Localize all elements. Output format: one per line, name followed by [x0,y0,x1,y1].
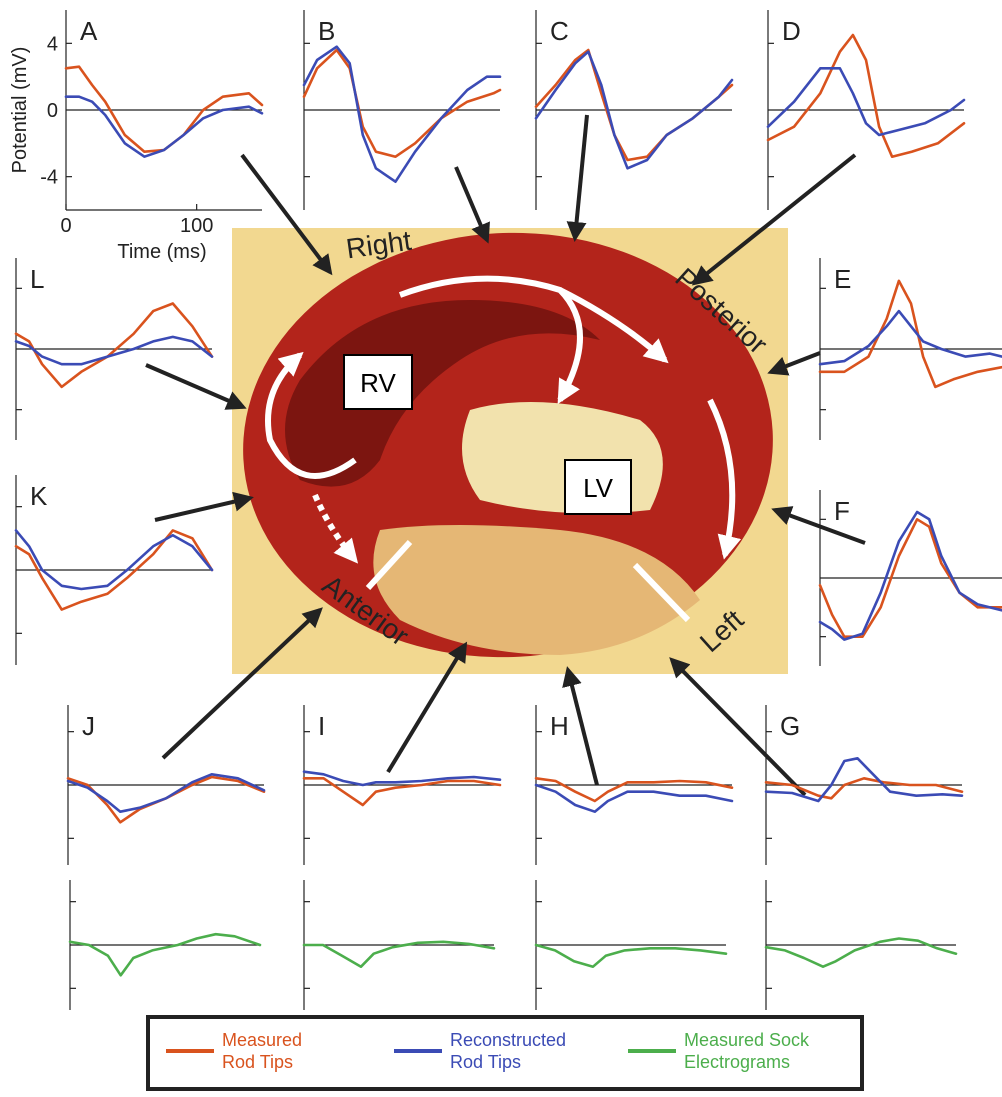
panel-i: I [302,705,502,865]
legend-item-measured: Measured Rod Tips [166,1029,302,1073]
panel-g-measured-rod-tips-line [764,777,964,800]
panel-a-measured-rod-tips-line [64,65,264,153]
panel-c-label: C [550,16,569,46]
panel-e: E [818,258,1002,440]
legend-label-sock: Measured Sock Electrograms [684,1030,810,1072]
panel-l-reconstructed-rod-tips-line [14,335,214,366]
pointer-arrow-i [386,641,468,774]
panel-k-measured-rod-tips-line [14,529,214,611]
panel-c: C [534,10,734,210]
x-tick-label-100: 100 [180,215,213,237]
panel-c-measured-rod-tips-line [534,48,734,162]
pointer-arrow-l [145,363,247,410]
panel-sock-14-measured-sock-electrograms-line [534,943,728,968]
panel-b-label: B [318,16,335,46]
y-tick-label-0: 0 [47,100,58,122]
panel-j-reconstructed-rod-tips-line [66,773,266,813]
activation-arrow-rv [265,351,357,479]
x-axis-title: Time (ms) [117,241,206,263]
panel-h: H [534,705,734,865]
activation-arrow-top [398,275,583,405]
panel-i-measured-rod-tips-line [302,777,502,807]
lv-label-box [564,459,632,515]
panel-b: B [302,10,502,210]
activation-arrow-posterior [558,287,669,364]
panel-sock-15 [764,880,958,1010]
panel-sock-14 [534,880,728,1010]
pointer-arrow-j [161,607,323,760]
activation-arrow-dashed [312,493,359,564]
lv-label: LV [583,473,614,503]
panel-k-label: K [30,481,48,511]
panel-b-measured-rod-tips-line [302,48,502,158]
legend-item-reconstructed: Reconstructed Rod Tips [394,1029,566,1073]
panel-g-reconstructed-rod-tips-line [764,757,964,803]
panel-j-label: J [82,711,95,741]
pointer-arrow-g [669,657,807,797]
panel-d: D [766,10,966,210]
pointer-arrow-k [154,491,254,522]
panel-sock-15-measured-sock-electrograms-line [764,937,958,968]
pointer-arrow-c [566,114,589,242]
panel-d-measured-rod-tips-line [766,33,966,158]
infarct-border-right [632,562,691,623]
legend-label-measured: Measured Rod Tips [222,1030,303,1072]
legend-item-sock: Measured Sock Electrograms [628,1029,809,1073]
legend-swatch-measured [166,1049,214,1053]
panel-d-reconstructed-rod-tips-line [766,67,966,137]
infarct-region [373,525,700,655]
panel-i-label: I [318,711,325,741]
legend-swatch-reconstructed [394,1049,442,1053]
y-axis-title: Potential (mV) [9,47,31,174]
rv-cavity [285,300,600,487]
panel-h-measured-rod-tips-line [534,777,734,803]
y-tick-label--4: -4 [40,167,58,189]
pointer-arrow-b [454,166,490,244]
pointer-arrows [145,114,866,797]
legend-label-reconstructed: Reconstructed Rod Tips [450,1030,567,1072]
panel-h-label: H [550,711,569,741]
panel-g-label: G [780,711,800,741]
y-tick-label-4: 4 [47,33,58,55]
panel-a-label: A [80,16,98,46]
panel-e-reconstructed-rod-tips-line [818,309,1002,366]
panel-f-label: F [834,496,850,526]
panel-a: 0 100 4 0 -4 A [40,10,264,237]
x-tick-label-0: 0 [60,215,71,237]
panel-e-measured-rod-tips-line [818,279,1002,389]
pointer-arrow-a [240,153,333,276]
panel-e-label: E [834,264,851,294]
panel-sock-13-measured-sock-electrograms-line [302,940,496,968]
panel-j: J [66,705,266,865]
panel-l: L [14,258,214,440]
panel-sock-13 [302,880,496,1010]
rv-label: RV [360,368,396,398]
pointer-arrow-h [562,666,599,786]
pointer-arrow-d [691,153,857,286]
legend-swatch-sock [628,1049,676,1053]
electrogram-panels: 0 100 4 0 -4 A B C D E F G H I J K L [14,10,1002,1010]
panel-k: K [14,475,214,665]
panel-a-reconstructed-rod-tips-line [64,95,264,158]
panel-f: F [818,490,1002,666]
panel-k-reconstructed-rod-tips-line [14,529,214,591]
panel-l-measured-rod-tips-line [14,302,214,389]
panel-i-reconstructed-rod-tips-line [302,770,502,787]
panel-b-reconstructed-rod-tips-line [302,45,502,183]
legend: Measured Rod Tips Reconstructed Rod Tips… [146,1015,864,1091]
rv-label-box [343,354,413,410]
panel-g: G [764,705,964,865]
panel-d-label: D [782,16,801,46]
panel-sock-12-measured-sock-electrograms-line [68,932,262,977]
panel-h-reconstructed-rod-tips-line [534,783,734,813]
pointer-arrow-e [767,351,821,376]
panel-sock-12 [68,880,262,1010]
activation-arrow-left [707,398,742,560]
panel-f-reconstructed-rod-tips-line [818,510,1002,641]
panel-c-reconstructed-rod-tips-line [534,50,734,170]
infarct-border-left [365,539,413,591]
lv-cavity [462,402,663,514]
panel-l-label: L [30,264,44,294]
